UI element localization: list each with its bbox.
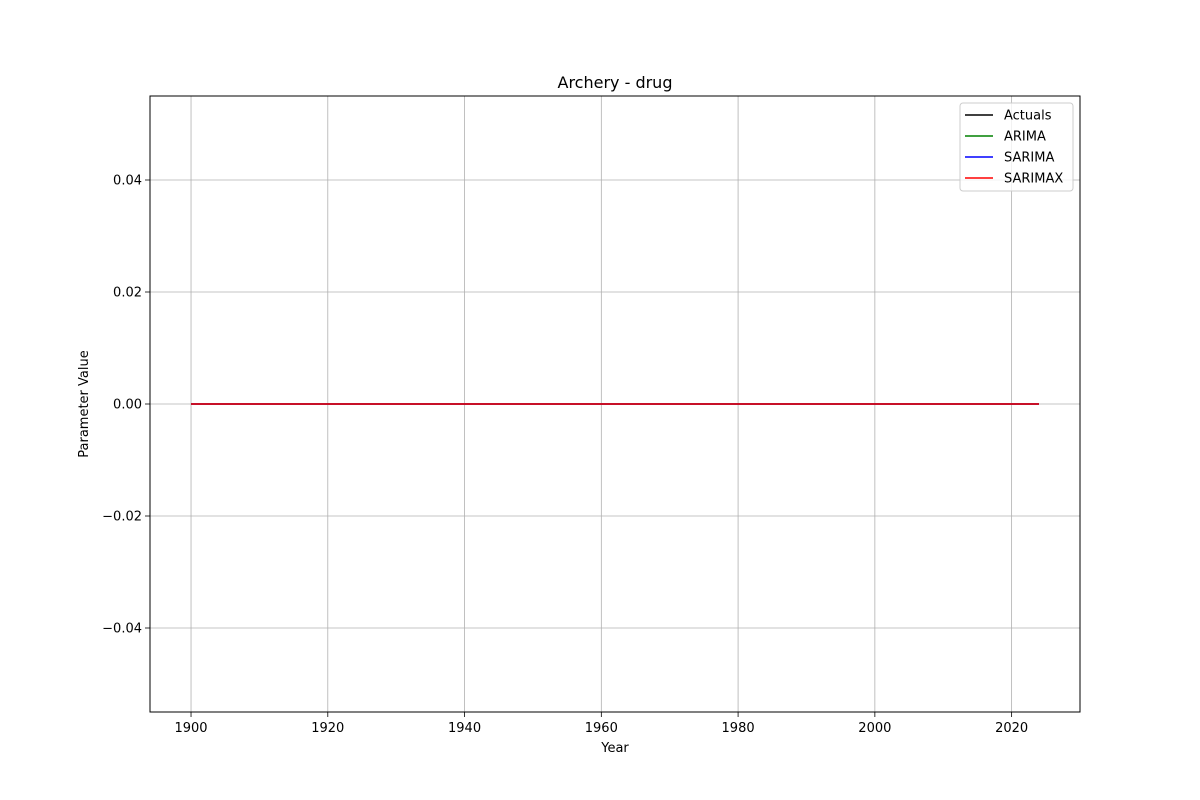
y-tick-label: 0.00 bbox=[113, 398, 142, 413]
x-axis-label: Year bbox=[600, 741, 629, 756]
chart-title: Archery - drug bbox=[558, 73, 673, 92]
y-tick-label: 0.04 bbox=[113, 174, 142, 189]
legend-label-sarimax: SARIMAX bbox=[1004, 172, 1063, 187]
x-tick-label: 2000 bbox=[858, 721, 891, 736]
x-tick-label: 1900 bbox=[174, 721, 207, 736]
x-tick-label: 2020 bbox=[995, 721, 1028, 736]
x-tick-label: 1920 bbox=[311, 721, 344, 736]
axis-ticks: 1900 1920 1940 1960 1980 2000 2020 −0.04 −0.02 0.… bbox=[102, 174, 1028, 737]
legend-box bbox=[959, 102, 1074, 192]
y-tick-label: 0.02 bbox=[113, 286, 142, 301]
legend-label-actuals: Actuals bbox=[1004, 109, 1052, 124]
x-tick-label: 1980 bbox=[722, 721, 755, 736]
legend: Actuals ARIMA SARIMA SARIMAX bbox=[959, 102, 1074, 192]
legend-label-arima: ARIMA bbox=[1004, 130, 1046, 145]
y-tick-label: −0.02 bbox=[102, 510, 142, 525]
y-axis-label: Parameter Value bbox=[77, 350, 92, 457]
legend-label-sarima: SARIMA bbox=[1004, 151, 1054, 166]
y-tick-label: −0.04 bbox=[102, 622, 142, 637]
x-tick-label: 1940 bbox=[448, 721, 481, 736]
x-tick-label: 1960 bbox=[585, 721, 618, 736]
